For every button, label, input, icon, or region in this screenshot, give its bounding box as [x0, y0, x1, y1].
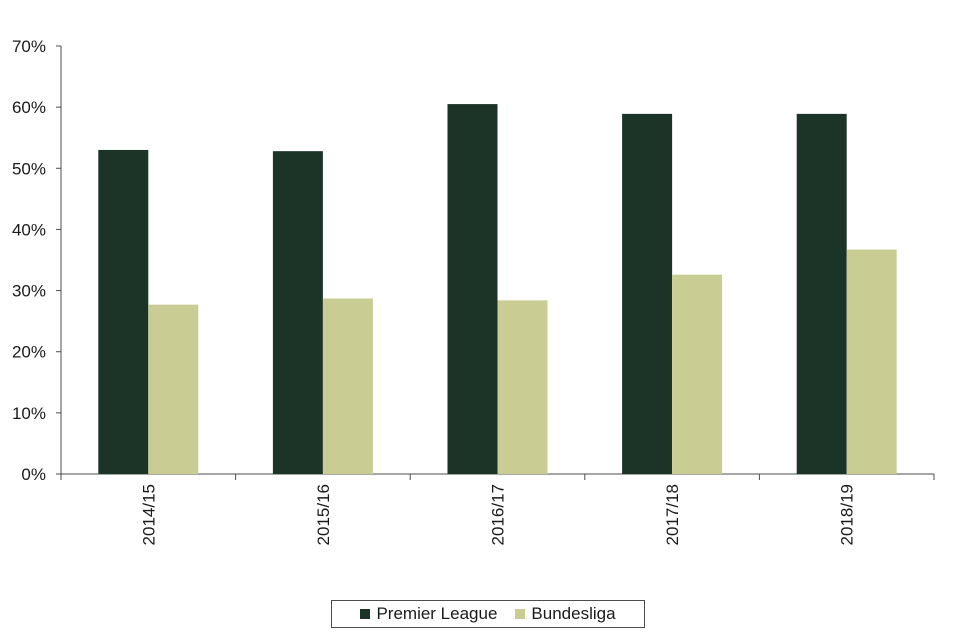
bar-bundesliga — [322, 298, 373, 474]
legend-swatch-bundesliga — [515, 609, 526, 619]
x-tick-label: 2018/19 — [838, 484, 857, 545]
x-tick-label: 2014/15 — [139, 484, 158, 545]
y-tick-label: 10% — [12, 404, 46, 423]
bar-premier-league — [796, 113, 847, 475]
bar-premier-league — [98, 149, 149, 474]
bar-premier-league — [447, 104, 498, 474]
x-tick-label: 2015/16 — [314, 484, 333, 545]
y-tick-label: 30% — [12, 282, 46, 301]
legend-label-bundesliga: Bundesliga — [531, 604, 616, 623]
y-tick-label: 60% — [12, 98, 46, 117]
y-tick-label: 0% — [21, 465, 46, 484]
bar-bundesliga — [497, 300, 548, 474]
x-tick-label: 2016/17 — [489, 484, 508, 545]
y-tick-label: 20% — [12, 343, 46, 362]
y-axis: 0% 10% 20% 30% 40% 50% 60% 70% — [12, 37, 62, 484]
bar-bundesliga — [846, 249, 897, 474]
y-tick-label: 70% — [12, 37, 46, 56]
legend-label-premier-league: Premier League — [376, 604, 498, 623]
x-tick-label: 2017/18 — [663, 484, 682, 545]
legend: Premier League Bundesliga — [331, 600, 645, 628]
legend-item-premier-league: Premier League — [360, 604, 497, 624]
bar-bundesliga — [672, 274, 723, 474]
bar-premier-league — [272, 151, 323, 474]
bars-group — [98, 104, 897, 475]
legend-item-bundesliga: Bundesliga — [515, 604, 616, 624]
y-tick-label: 50% — [12, 159, 46, 178]
legend-swatch-premier-league — [360, 609, 371, 619]
bar-bundesliga — [148, 304, 199, 474]
bar-premier-league — [622, 113, 673, 475]
y-tick-label: 40% — [12, 220, 46, 239]
x-axis: 2014/15 2015/16 2016/17 2017/18 2018/19 — [60, 473, 935, 545]
